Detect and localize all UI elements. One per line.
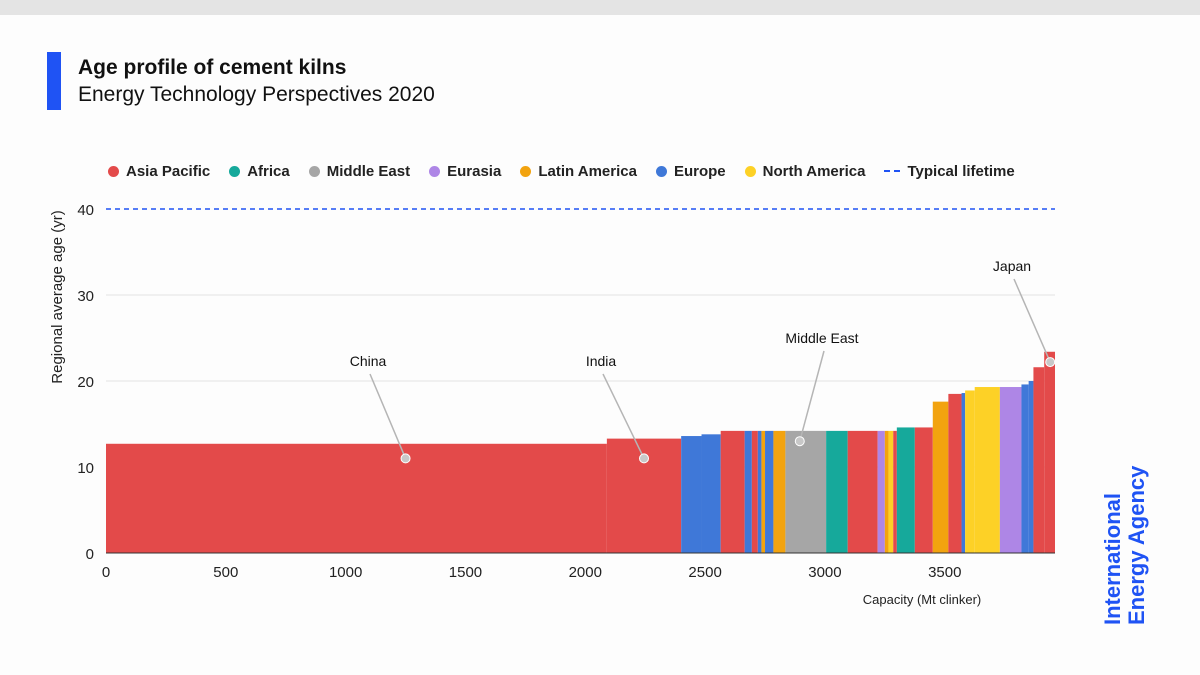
- bar-6-asia-pacific: [751, 430, 758, 553]
- y-tick-label-20: 20: [77, 374, 94, 391]
- bar-11-middle-east: [785, 430, 827, 553]
- legend-swatch-north-america: [744, 165, 756, 177]
- legend-swatch-asia-pacific: [108, 165, 119, 177]
- bar-9-europe: [765, 430, 774, 553]
- bar-28-asia-pacific: [1033, 367, 1045, 553]
- x-tick-label-1500: 1500: [449, 564, 482, 581]
- legend-label-north-america: North America: [762, 162, 866, 180]
- legend-item-typical-lifetime: Typical lifetime: [884, 162, 1015, 180]
- annotation-label-china: China: [350, 353, 387, 369]
- bar-19-asia-pacific: [914, 427, 933, 553]
- top-bar: [0, 0, 1200, 15]
- x-tick-label-2500: 2500: [688, 564, 721, 581]
- annotation-leader-japan: [1013, 278, 1051, 363]
- bar-14-eurasia: [877, 430, 885, 553]
- x-tick-label-2000: 2000: [569, 564, 602, 581]
- bar-22-europe: [961, 393, 966, 553]
- legend-dash-typical-lifetime: [884, 170, 901, 172]
- chart-legend: Asia Pacific Africa Middle East Eurasia …: [108, 160, 1034, 182]
- annotation-marker-china: [400, 453, 411, 464]
- bar-10-latin-america: [773, 430, 786, 553]
- legend-item-middle-east: Middle East: [308, 162, 411, 180]
- legend-swatch-middle-east: [308, 165, 320, 177]
- annotation-leader-china: [369, 373, 407, 459]
- legend-swatch-africa: [229, 165, 241, 177]
- legend-item-north-america: North America: [744, 162, 866, 180]
- legend-label-africa: Africa: [247, 162, 290, 180]
- y-tick-label-0: 0: [86, 546, 94, 563]
- bar-2-europe: [681, 436, 702, 553]
- bar-20-latin-america: [932, 401, 949, 553]
- bar-12-africa: [826, 430, 848, 553]
- legend-label-eurasia: Eurasia: [447, 162, 502, 180]
- bar-8-latin-america: [761, 430, 766, 553]
- bar-7-europe: [757, 430, 762, 553]
- x-tick-label-3000: 3000: [808, 564, 841, 581]
- bar-0-asia-pacific: [106, 443, 607, 553]
- legend-swatch-europe: [655, 165, 667, 177]
- x-axis-title: Capacity (Mt clinker): [863, 592, 981, 607]
- legend-label-asia-pacific: Asia Pacific: [126, 162, 211, 180]
- annotation-label-middle-east: Middle East: [785, 330, 858, 346]
- chart-title: Age profile of cement kilns: [78, 56, 347, 79]
- bar-27-europe: [1028, 381, 1034, 553]
- x-tick-label-1000: 1000: [329, 564, 362, 581]
- annotations: China India Middle East Japan: [350, 258, 1056, 464]
- annotation-leader-middle-east: [799, 350, 825, 442]
- bar-15-latin-america: [884, 430, 889, 553]
- y-axis-title: Regional average age (yr): [49, 210, 66, 383]
- x-tick-label-500: 500: [213, 564, 238, 581]
- x-tick-label-3500: 3500: [928, 564, 961, 581]
- legend-label-europe: Europe: [673, 162, 726, 180]
- iea-logo: International Energy Agency: [1100, 425, 1149, 625]
- bar-3-europe: [701, 434, 721, 553]
- annotation-label-india: India: [586, 353, 617, 369]
- bar-21-asia-pacific: [948, 393, 962, 553]
- bar-5-europe: [744, 430, 752, 553]
- legend-item-africa: Africa: [229, 163, 290, 180]
- bar-4-asia-pacific: [720, 430, 745, 553]
- legend-label-middle-east: Middle East: [326, 162, 411, 180]
- title-accent-bar: [47, 52, 61, 110]
- y-tick-label-30: 30: [77, 288, 94, 305]
- legend-item-latin-america: Latin America: [520, 163, 637, 180]
- bar-18-africa: [896, 427, 915, 553]
- bar-24-north-america: [974, 387, 1000, 553]
- legend-swatch-eurasia: [429, 165, 441, 177]
- annotation-leader-india: [602, 373, 645, 459]
- bar-13-asia-pacific: [847, 430, 878, 553]
- y-tick-label-10: 10: [77, 460, 94, 477]
- legend-label-latin-america: Latin America: [538, 162, 637, 180]
- y-tick-label-40: 40: [77, 202, 94, 219]
- annotation-marker-middle-east: [794, 436, 805, 447]
- bar-23-north-america: [965, 390, 975, 553]
- annotation-marker-india: [639, 453, 650, 464]
- capacity-bars: [106, 351, 1055, 553]
- legend-item-eurasia: Eurasia: [429, 163, 501, 180]
- bar-16-north-america: [888, 430, 894, 553]
- x-tick-label-0: 0: [102, 564, 110, 581]
- chart-subtitle: Energy Technology Perspectives 2020: [78, 83, 435, 106]
- annotation-label-japan: Japan: [993, 258, 1031, 274]
- legend-item-asia-pacific: Asia Pacific: [108, 163, 210, 180]
- legend-item-europe: Europe: [655, 162, 726, 180]
- legend-swatch-latin-america: [520, 165, 532, 177]
- bar-26-europe: [1021, 384, 1029, 553]
- iea-logo-line2: Energy Agency: [1124, 465, 1149, 625]
- axes: 0 10 20 30 40 0 500 1000 1500 2000 2500 3000 3500 Cap…: [49, 202, 1055, 607]
- legend-label-typical-lifetime: Typical lifetime: [907, 162, 1015, 180]
- bar-17-asia-pacific: [893, 430, 897, 553]
- annotation-marker-japan: [1045, 357, 1056, 368]
- bar-29-asia-pacific: [1044, 351, 1055, 553]
- bar-25-eurasia: [999, 387, 1022, 553]
- iea-logo-line1: International: [1100, 492, 1125, 625]
